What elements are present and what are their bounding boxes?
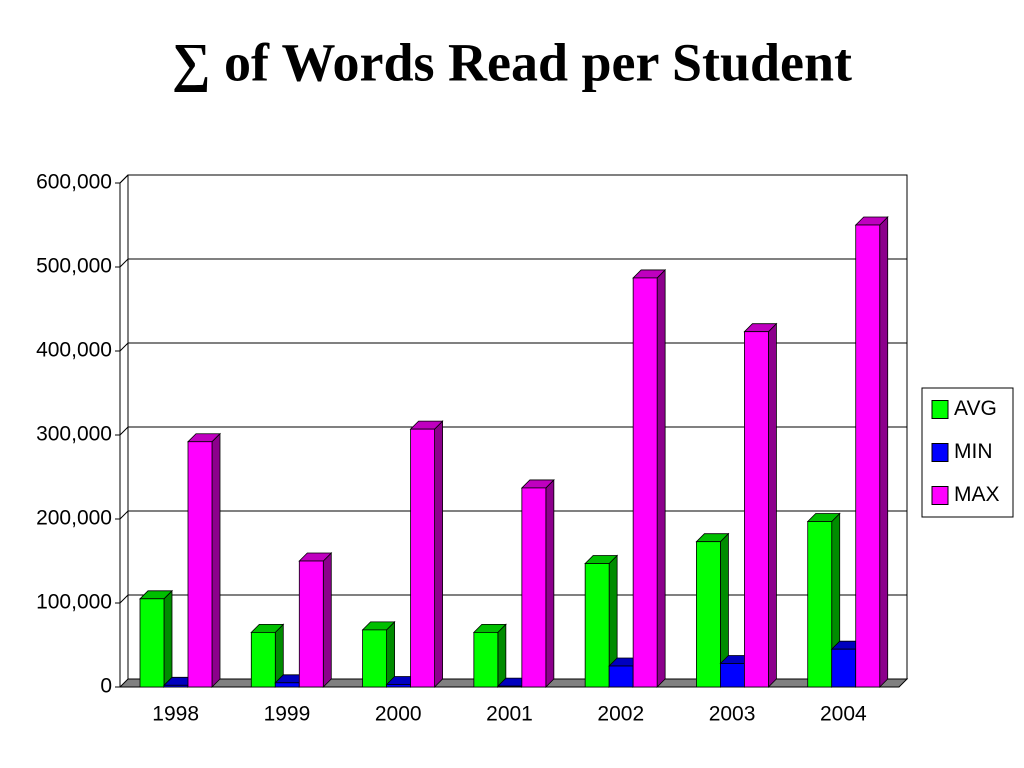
bar-side xyxy=(545,478,555,688)
bar xyxy=(744,331,769,688)
y-tick-label: 600,000 xyxy=(36,171,112,194)
bar xyxy=(831,648,857,688)
bar-group xyxy=(854,216,889,688)
bar-group xyxy=(806,512,841,688)
bar xyxy=(696,541,721,688)
bar-group xyxy=(250,623,285,688)
bar xyxy=(720,663,745,688)
bar xyxy=(362,629,387,688)
x-tick-label: 1998 xyxy=(152,703,199,726)
grid-line xyxy=(119,342,907,352)
bar xyxy=(521,487,547,688)
legend-swatch xyxy=(931,400,949,419)
grid-line xyxy=(119,174,907,184)
bar-group xyxy=(361,620,396,688)
bar-side xyxy=(879,216,889,688)
x-tick-label: 2002 xyxy=(597,703,644,726)
bar xyxy=(410,428,435,688)
grid-line xyxy=(119,258,907,268)
x-tick-label: 2003 xyxy=(709,703,756,726)
bar xyxy=(139,598,165,688)
bar-side xyxy=(434,420,443,688)
y-tick-label: 100,000 xyxy=(36,591,112,614)
y-tick-label: 200,000 xyxy=(36,507,112,530)
x-tick-label: 2000 xyxy=(375,703,422,726)
chart-title: ∑ of Words Read per Student xyxy=(172,32,852,92)
bar-side xyxy=(163,589,173,688)
bar xyxy=(274,682,300,688)
grid-line xyxy=(119,426,907,436)
bar-group xyxy=(472,623,507,688)
bar-group xyxy=(743,322,778,688)
bar-side xyxy=(322,552,332,688)
bar xyxy=(608,665,634,688)
bar xyxy=(163,684,189,688)
legend-label: MAX xyxy=(954,483,1000,506)
y-tick-label: 0 xyxy=(100,675,112,698)
legend-label: AVG xyxy=(954,397,997,420)
bar-side xyxy=(497,623,507,688)
x-tick-label: 2001 xyxy=(486,703,533,726)
bar xyxy=(584,563,610,688)
x-tick-label: 1999 xyxy=(264,703,311,726)
legend-swatch xyxy=(931,443,949,462)
legend-swatch xyxy=(931,486,949,505)
y-tick-label: 400,000 xyxy=(36,339,112,362)
y-tick-label: 500,000 xyxy=(36,255,112,278)
bar xyxy=(473,632,499,688)
x-tick-label: 2004 xyxy=(820,703,867,726)
grid-line xyxy=(119,510,907,520)
bar xyxy=(250,632,276,688)
bar xyxy=(807,521,833,688)
bar-group xyxy=(584,554,619,688)
bar xyxy=(855,224,881,688)
bar-group xyxy=(139,589,173,688)
bar xyxy=(497,685,523,688)
bar-group xyxy=(695,532,730,688)
bar-group xyxy=(298,552,333,688)
bar xyxy=(632,277,658,688)
bar-side xyxy=(768,322,777,688)
bar-group xyxy=(520,478,555,688)
bar xyxy=(298,560,324,688)
bar-side xyxy=(211,432,221,688)
y-tick-label: 300,000 xyxy=(36,423,112,446)
bar-group xyxy=(409,420,444,688)
bar-side xyxy=(656,268,666,688)
bar-group xyxy=(632,268,667,688)
bar xyxy=(187,441,213,688)
bar xyxy=(386,684,411,688)
legend-label: MIN xyxy=(954,440,993,463)
grid-line xyxy=(119,594,907,604)
bar-group xyxy=(187,432,221,688)
